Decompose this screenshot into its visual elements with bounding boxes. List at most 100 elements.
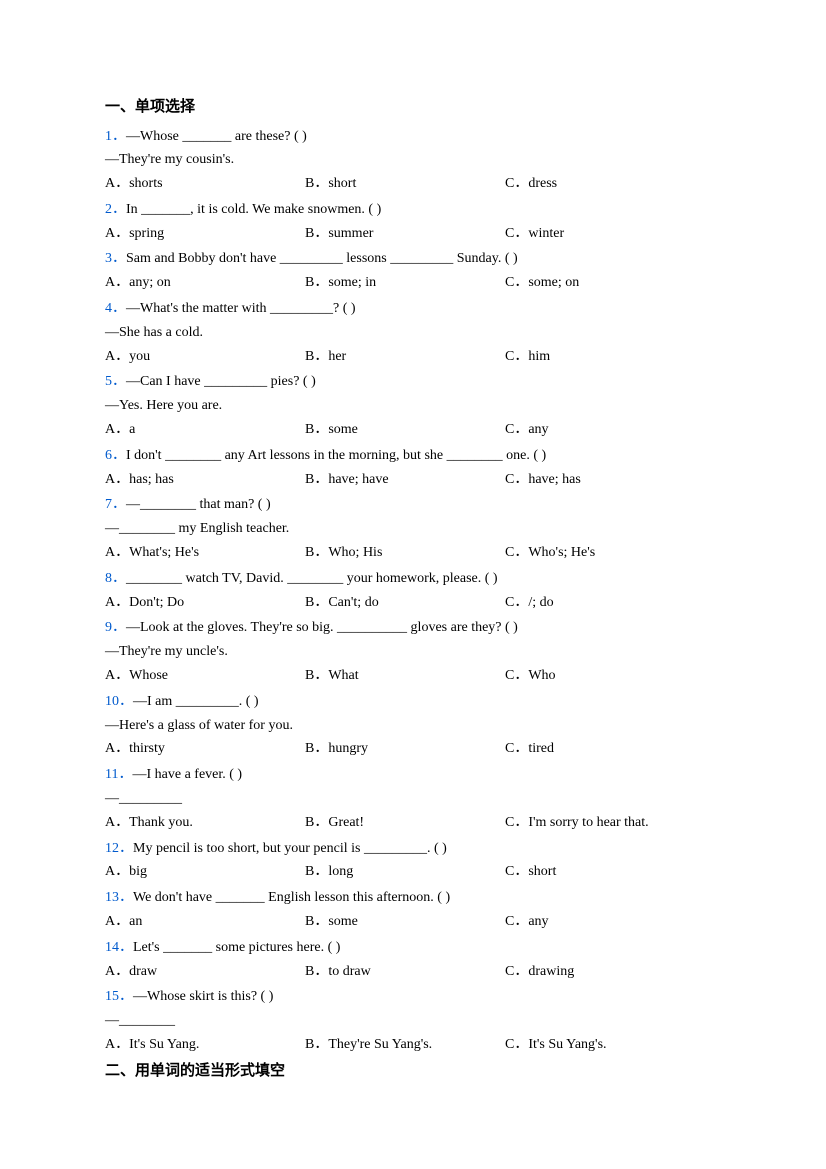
choice-c: C．I'm sorry to hear that.	[505, 811, 649, 835]
question-stem: 12．My pencil is too short, but your penc…	[105, 837, 721, 861]
question-number: 7．	[105, 497, 126, 512]
choice-b: B．some	[305, 910, 505, 934]
choices-row: A．Don't; Do B．Can't; do C．/; do	[105, 591, 721, 615]
question-number: 1．	[105, 129, 126, 144]
choice-a: A．Whose	[105, 664, 305, 688]
choice-b: B．What	[305, 664, 505, 688]
question-block: 3．Sam and Bobby don't have _________ les…	[105, 247, 721, 295]
question-number: 3．	[105, 251, 126, 266]
followup-text: —_________	[105, 787, 721, 811]
question-stem: 11．—I have a fever. ( )	[105, 763, 721, 787]
question-block: 7．—________ that man? ( ) —________ my E…	[105, 493, 721, 564]
choice-a: A．you	[105, 345, 305, 369]
question-number: 5．	[105, 374, 126, 389]
question-number: 10．	[105, 694, 133, 709]
followup-text: —They're my cousin's.	[105, 148, 721, 172]
choice-c: C．any	[505, 418, 549, 442]
choice-a: A．any; on	[105, 271, 305, 295]
choice-a: A．big	[105, 860, 305, 884]
stem-text: Sam and Bobby don't have _________ lesso…	[126, 251, 518, 266]
question-number: 9．	[105, 620, 126, 635]
section-2-heading: 二、用单词的适当形式填空	[105, 1059, 721, 1085]
choices-row: A．spring B．summer C．winter	[105, 222, 721, 246]
question-block: 4．—What's the matter with _________? ( )…	[105, 297, 721, 368]
stem-text: In _______, it is cold. We make snowmen.…	[126, 202, 381, 217]
stem-text: ________ watch TV, David. ________ your …	[126, 571, 498, 586]
choices-row: A．What's; He's B．Who; His C．Who's; He's	[105, 541, 721, 565]
followup-text: —Yes. Here you are.	[105, 394, 721, 418]
question-block: 9．—Look at the gloves. They're so big. _…	[105, 616, 721, 687]
question-stem: 5．—Can I have _________ pies? ( )	[105, 370, 721, 394]
question-stem: 10．—I am _________. ( )	[105, 690, 721, 714]
choice-a: A．has; has	[105, 468, 305, 492]
choice-c: C．Who's; He's	[505, 541, 595, 565]
choice-a: A．shorts	[105, 172, 305, 196]
choice-c: C．him	[505, 345, 550, 369]
question-number: 13．	[105, 890, 133, 905]
choice-c: C．short	[505, 860, 556, 884]
followup-text: —They're my uncle's.	[105, 640, 721, 664]
question-number: 14．	[105, 940, 133, 955]
choice-b: B．have; have	[305, 468, 505, 492]
followup-text: —________	[105, 1009, 721, 1033]
choice-a: A．It's Su Yang.	[105, 1033, 305, 1057]
question-number: 11．	[105, 767, 132, 782]
question-stem: 9．—Look at the gloves. They're so big. _…	[105, 616, 721, 640]
question-number: 2．	[105, 202, 126, 217]
stem-text: My pencil is too short, but your pencil …	[133, 841, 447, 856]
question-block: 8．________ watch TV, David. ________ you…	[105, 567, 721, 615]
question-block: 12．My pencil is too short, but your penc…	[105, 837, 721, 885]
choice-a: A．What's; He's	[105, 541, 305, 565]
choices-row: A．has; has B．have; have C．have; has	[105, 468, 721, 492]
stem-text: —Whose _______ are these? ( )	[126, 129, 307, 144]
question-number: 8．	[105, 571, 126, 586]
stem-text: —________ that man? ( )	[126, 497, 271, 512]
choice-b: B．hungry	[305, 737, 505, 761]
choice-c: C．dress	[505, 172, 557, 196]
choice-c: C．drawing	[505, 960, 574, 984]
choice-c: C．tired	[505, 737, 554, 761]
choices-row: A．a B．some C．any	[105, 418, 721, 442]
choice-a: A．a	[105, 418, 305, 442]
stem-text: Let's _______ some pictures here. ( )	[133, 940, 340, 955]
choice-b: B．some	[305, 418, 505, 442]
question-block: 5．—Can I have _________ pies? ( ) —Yes. …	[105, 370, 721, 441]
choice-b: B．some; in	[305, 271, 505, 295]
choices-row: A．shorts B．short C．dress	[105, 172, 721, 196]
stem-text: —Look at the gloves. They're so big. ___…	[126, 620, 518, 635]
question-stem: 6．I don't ________ any Art lessons in th…	[105, 444, 721, 468]
choice-b: B．Great!	[305, 811, 505, 835]
question-stem: 8．________ watch TV, David. ________ you…	[105, 567, 721, 591]
choice-b: B．Can't; do	[305, 591, 505, 615]
question-number: 6．	[105, 448, 126, 463]
followup-text: —Here's a glass of water for you.	[105, 714, 721, 738]
choice-a: A．Thank you.	[105, 811, 305, 835]
choices-row: A．an B．some C．any	[105, 910, 721, 934]
choices-row: A．thirsty B．hungry C．tired	[105, 737, 721, 761]
question-block: 6．I don't ________ any Art lessons in th…	[105, 444, 721, 492]
choice-c: C．some; on	[505, 271, 579, 295]
section-1-heading: 一、单项选择	[105, 95, 721, 121]
question-block: 15．—Whose skirt is this? ( ) —________ A…	[105, 985, 721, 1056]
question-stem: 2．In _______, it is cold. We make snowme…	[105, 198, 721, 222]
question-block: 2．In _______, it is cold. We make snowme…	[105, 198, 721, 246]
followup-text: —She has a cold.	[105, 321, 721, 345]
choice-c: C．It's Su Yang's.	[505, 1033, 607, 1057]
choice-a: A．draw	[105, 960, 305, 984]
choice-c: C．/; do	[505, 591, 554, 615]
choices-row: A．big B．long C．short	[105, 860, 721, 884]
stem-text: —I have a fever. ( )	[132, 767, 242, 782]
choices-row: A．It's Su Yang. B．They're Su Yang's. C．I…	[105, 1033, 721, 1057]
question-number: 15．	[105, 989, 133, 1004]
followup-text: —________ my English teacher.	[105, 517, 721, 541]
choice-b: B．long	[305, 860, 505, 884]
choices-row: A．Thank you. B．Great! C．I'm sorry to hea…	[105, 811, 721, 835]
choices-row: A．you B．her C．him	[105, 345, 721, 369]
question-number: 12．	[105, 841, 133, 856]
question-stem: 7．—________ that man? ( )	[105, 493, 721, 517]
choice-c: C．have; has	[505, 468, 581, 492]
question-block: 14．Let's _______ some pictures here. ( )…	[105, 936, 721, 984]
question-stem: 4．—What's the matter with _________? ( )	[105, 297, 721, 321]
choice-c: C．any	[505, 910, 549, 934]
choice-a: A．Don't; Do	[105, 591, 305, 615]
